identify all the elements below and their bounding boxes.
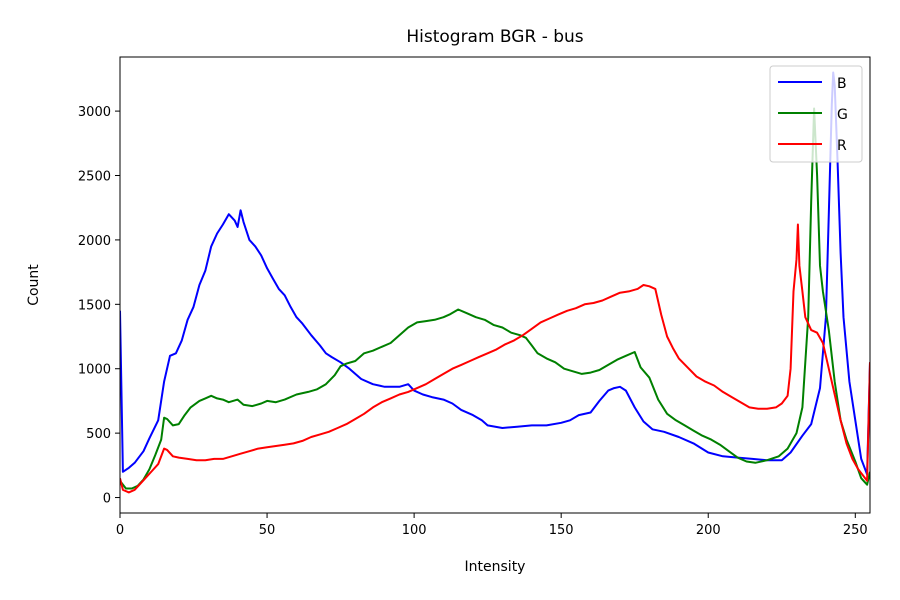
y-tick-label: 0: [103, 492, 111, 507]
series-line-G: [120, 107, 870, 490]
y-tick-label: 2500: [78, 170, 111, 185]
legend-label-G: G: [837, 107, 848, 123]
axes-frame: [119, 56, 871, 514]
x-tick-label: 250: [843, 523, 868, 538]
y-tick-label: 1000: [78, 363, 111, 378]
y-tick-label: 500: [86, 427, 111, 442]
y-axis-ticks: 0 500 1000 1500 2000 2500 3000: [78, 105, 120, 507]
legend-label-B: B: [837, 76, 847, 92]
series-line-R: [120, 223, 870, 494]
y-tick-label: 3000: [78, 105, 111, 120]
x-tick-label: 0: [116, 523, 124, 538]
legend: BGR: [769, 65, 863, 163]
plot-lines: [120, 71, 870, 494]
y-axis-label: Count: [26, 264, 42, 306]
x-tick-label: 150: [549, 523, 574, 538]
legend-label-R: R: [837, 138, 847, 154]
y-tick-label: 1500: [78, 298, 111, 313]
series-line-B: [120, 71, 870, 476]
x-tick-label: 50: [259, 523, 276, 538]
chart-title: Histogram BGR - bus: [406, 27, 583, 47]
x-axis-ticks: 0 50 100 150 200 250: [116, 513, 868, 538]
y-tick-label: 2000: [78, 234, 111, 249]
x-tick-label: 200: [696, 523, 721, 538]
x-axis-label: Intensity: [465, 559, 526, 575]
x-tick-label: 100: [402, 523, 427, 538]
